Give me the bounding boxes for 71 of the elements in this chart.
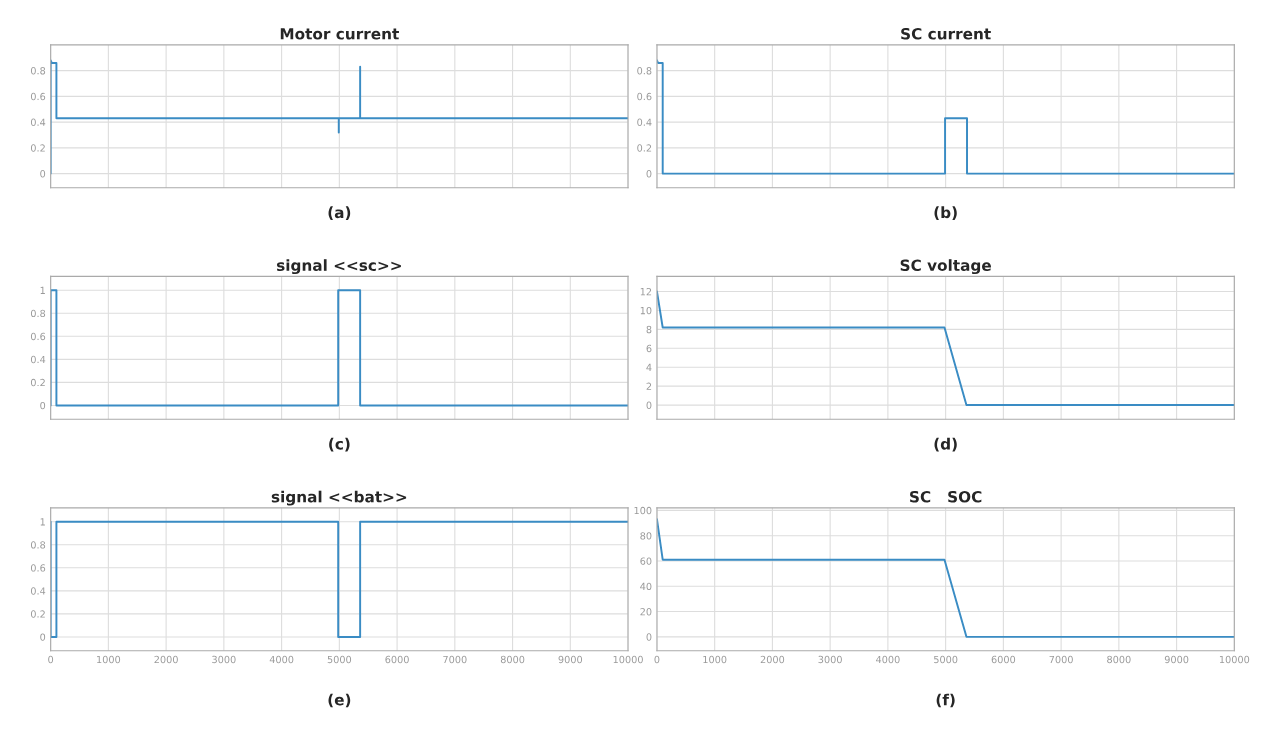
text: (f) (936, 693, 955, 708)
y-tick-label: 6 (646, 344, 652, 353)
y-tick-label: 0.6 (637, 92, 652, 101)
x-tick-label: 2000 (154, 655, 178, 664)
y-tick-label: 0.6 (30, 564, 46, 572)
y-tick-label: 0.2 (30, 610, 45, 618)
text: (a) (328, 206, 351, 220)
x-tick-label: 2000 (760, 655, 785, 664)
line-series (656, 59, 1235, 175)
y-tick-label: 0.8 (30, 67, 46, 75)
x-tick-label: 8000 (500, 655, 525, 664)
chart-title: SC current (901, 27, 991, 40)
y-tick-label: 0.4 (30, 587, 46, 595)
y-tick-label: 0.2 (30, 378, 45, 387)
y-tick-label: 20 (640, 608, 652, 616)
chart-title: signal <<sc>> (276, 259, 401, 275)
y-tick-label: 0.4 (637, 118, 652, 126)
y-tick-label: 1 (40, 286, 45, 294)
x-tick-label: 0 (654, 655, 660, 664)
x-tick-label: 7000 (1049, 655, 1073, 664)
x-tick-label: 5000 (934, 655, 958, 664)
y-tick-label: 8 (646, 325, 652, 334)
chart-title: signal <<bat>> (271, 490, 407, 506)
x-tick-label: 10000 (613, 655, 643, 664)
x-tick-label: 1000 (97, 655, 121, 664)
x-tick-label: 5000 (327, 655, 352, 664)
y-tick-label: 0.4 (30, 355, 46, 364)
y-tick-label: 0.2 (30, 144, 45, 152)
x-tick-label: 4000 (269, 655, 294, 664)
y-tick-label: 2 (646, 382, 652, 390)
y-tick-label: 0.6 (30, 332, 46, 341)
line-series (50, 59, 629, 175)
y-tick-label: 4 (646, 363, 652, 371)
y-tick-label: 0 (646, 170, 652, 178)
y-tick-label: 0.4 (30, 118, 46, 126)
x-tick-label: 4000 (876, 655, 900, 664)
y-tick-label: 12 (640, 287, 652, 296)
chart-title: Motor current (280, 28, 399, 40)
x-tick-label: 1000 (703, 655, 727, 664)
y-tick-label: 0.8 (30, 541, 46, 549)
chart-title: SC SOC (910, 490, 982, 503)
y-tick-label: 100 (634, 506, 652, 515)
y-tick-label: 0 (646, 633, 652, 641)
x-tick-label: 3000 (818, 655, 842, 664)
y-tick-label: 1 (40, 518, 45, 526)
x-tick-label: 7000 (443, 655, 467, 664)
chart-title: SC voltage (900, 259, 991, 275)
text: (c) (329, 437, 350, 452)
y-tick-label: 0 (40, 633, 46, 641)
y-tick-label: 0.8 (30, 309, 46, 318)
x-tick-label: 6000 (385, 655, 409, 664)
y-tick-label: 60 (640, 557, 652, 565)
text: (b) (934, 206, 957, 220)
y-tick-label: 0.2 (637, 144, 652, 152)
y-tick-label: 80 (640, 532, 652, 540)
x-tick-label: 8000 (1107, 655, 1131, 664)
y-tick-label: 0 (646, 401, 652, 409)
x-tick-label: 9000 (558, 655, 583, 664)
x-tick-label: 10000 (1219, 655, 1250, 664)
x-tick-label: 0 (48, 655, 54, 664)
text: (d) (934, 437, 957, 452)
y-tick-label: 40 (640, 582, 652, 591)
y-tick-label: 0.6 (30, 92, 46, 101)
y-tick-label: 0 (40, 401, 46, 410)
y-tick-label: 10 (640, 306, 652, 315)
x-tick-label: 6000 (991, 655, 1016, 664)
y-tick-label: 0.8 (637, 67, 652, 75)
y-tick-label: 0 (40, 170, 46, 178)
x-tick-label: 9000 (1164, 655, 1189, 664)
x-tick-label: 3000 (212, 655, 236, 664)
text: (e) (328, 693, 351, 708)
